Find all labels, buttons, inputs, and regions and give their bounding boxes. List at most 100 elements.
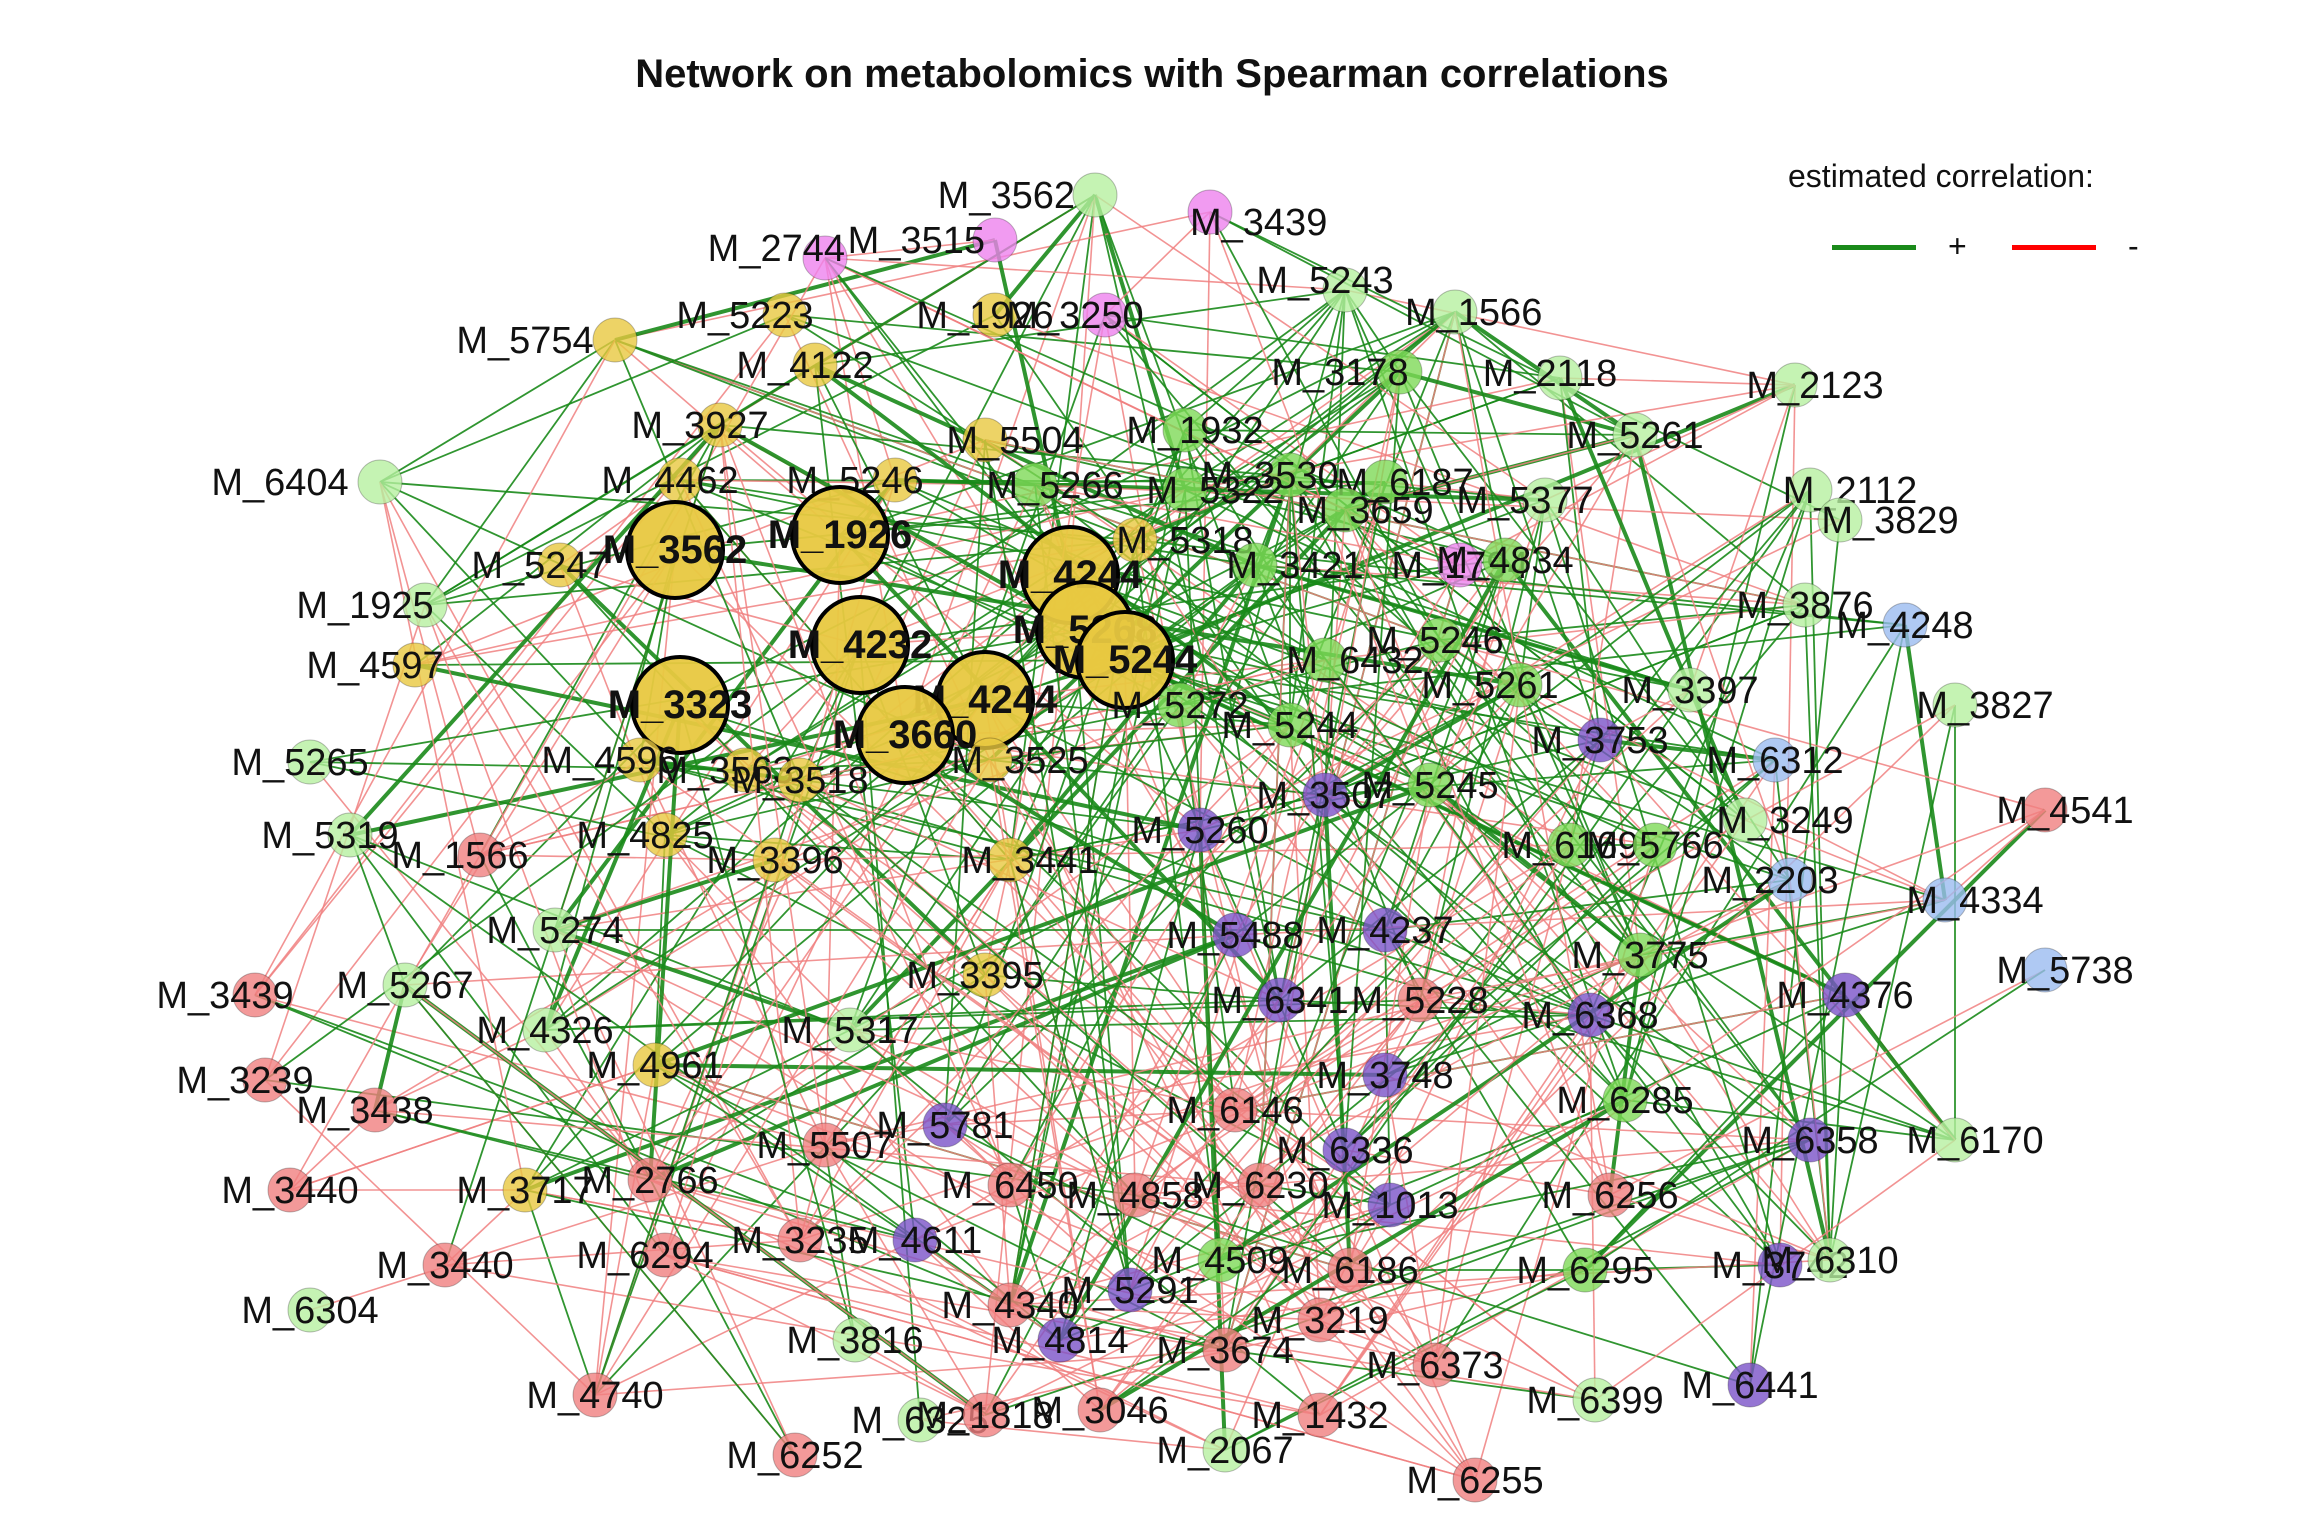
negative-edge: [414, 489, 1186, 666]
node-circle: [827, 1007, 873, 1053]
node-label: M_6252: [726, 1435, 863, 1477]
negative-edge: [649, 724, 1291, 1181]
negative-edge: [1319, 759, 1776, 1416]
negative-edge: [664, 834, 1011, 1306]
node-label: M_6368: [1521, 995, 1658, 1037]
negative-edge: [914, 1239, 1061, 1341]
positive-edge: [679, 311, 1456, 706]
node-circle: [962, 952, 1008, 998]
negative-edge: [1344, 289, 1796, 386]
negative-edge: [404, 549, 676, 986]
node-circle: [1632, 822, 1678, 868]
negative-edge: [679, 704, 1321, 1321]
node-label: M_5228: [1351, 980, 1488, 1022]
negative-edge: [839, 377, 1561, 536]
node-circle: [1882, 602, 1928, 648]
node-circle: [287, 739, 333, 785]
negative-edge: [1944, 809, 2046, 901]
node-label: M_5377: [1456, 480, 1593, 522]
node-m-3250: M_3250: [1006, 292, 1144, 338]
node-m-6294: M_6294: [576, 1232, 714, 1278]
node-label: M_4509: [1151, 1240, 1288, 1282]
node-m-3235: M_3235: [731, 1217, 869, 1263]
node-m-4122: M_4122: [736, 342, 874, 388]
node-label: M_5504: [946, 420, 1083, 462]
negative-edge: [799, 859, 1011, 1241]
positive-edge: [1124, 659, 1776, 761]
negative-edge: [1609, 969, 2046, 1196]
node-circle: [1432, 289, 1478, 335]
positive-edge: [374, 1109, 651, 1181]
positive-edge: [1384, 879, 1791, 931]
node-m-3717: M_3717: [456, 1167, 594, 1213]
positive-edge: [1429, 784, 1956, 1141]
node-circle: [1177, 807, 1223, 853]
positive-edge: [1008, 474, 1292, 1306]
node-m-3395: M_3395: [906, 952, 1044, 998]
node-label: M_4326: [476, 1010, 613, 1052]
node-circle: [802, 235, 848, 281]
positive-edge: [1124, 659, 1846, 996]
negative-edge: [649, 1179, 1226, 1351]
node-circle: [752, 837, 798, 883]
node-label: M_5245: [1361, 765, 1498, 807]
node-label: M_4248: [1836, 605, 1973, 647]
node-circle: [777, 1217, 823, 1263]
positive-edge: [424, 194, 1096, 606]
node-m-5319: M_5319: [261, 812, 399, 858]
node-label: M_5318: [1116, 520, 1253, 562]
node-m-3660: M_3660: [833, 685, 977, 785]
negative-edge: [1634, 434, 1791, 881]
negative-edge: [1569, 434, 1636, 846]
node-label: M_5244: [1221, 705, 1358, 747]
node-label: M_5223: [676, 295, 813, 337]
positive-edge: [679, 704, 856, 1341]
node-label: M_5766: [1586, 825, 1723, 867]
negative-edge: [1459, 384, 1796, 566]
node-circle: [592, 317, 638, 363]
node-circle: [1782, 582, 1828, 628]
negative-edge: [719, 424, 1201, 831]
node-label: M_3396: [706, 840, 843, 882]
node-label: M_6295: [1516, 1250, 1653, 1292]
node-label: M_6186: [1281, 1250, 1418, 1292]
node-label: M_5781: [876, 1105, 1013, 1147]
node-circle: [1612, 412, 1658, 458]
node-circle: [962, 1392, 1008, 1438]
positive-edge: [984, 439, 1131, 1291]
node-label: M_4232: [788, 623, 933, 667]
node-m-4248: M_4248: [1836, 602, 1974, 648]
node-circle: [1922, 877, 1968, 923]
node-circle: [1807, 1237, 1853, 1283]
node-m-1818: M_1818: [916, 1392, 1054, 1438]
node-label: M_4237: [1316, 910, 1453, 952]
node-label: M_5738: [1996, 950, 2133, 992]
positive-edge: [1829, 704, 1956, 1261]
node-m-6304: M_6304: [241, 1287, 379, 1333]
node-m-6255: M_6255: [1406, 1457, 1544, 1503]
node-label: M_2067: [1156, 1430, 1293, 1472]
node-label: M_3748: [1316, 1055, 1453, 1097]
node-circle: [1417, 617, 1463, 663]
node-circle: [1572, 1377, 1618, 1423]
node-m-5266: M_5266: [986, 462, 1124, 508]
node-label: M_5266: [986, 465, 1123, 507]
node-label: M_5322: [1146, 470, 1283, 512]
node-m-5488: M_5488: [1166, 912, 1304, 958]
node-m-4334: M_4334: [1906, 877, 2044, 923]
positive-edge: [1218, 878, 1792, 1262]
node-m-4541: M_4541: [1996, 787, 2134, 833]
positive-edge: [424, 604, 666, 836]
positive-edge: [1224, 1269, 1586, 1451]
node-label: M_3046: [1031, 1390, 1168, 1432]
node-circle: [642, 1232, 688, 1278]
negative-edge: [1559, 377, 1796, 386]
node-m-6373: M_6373: [1366, 1342, 1504, 1388]
node-circle: [1212, 912, 1258, 958]
node-circle: [457, 832, 503, 878]
node-label: M_5265: [231, 742, 368, 784]
node-label: M_6358: [1741, 1120, 1878, 1162]
negative-edge: [664, 1254, 1476, 1481]
node-label: M_4541: [1996, 790, 2133, 832]
positive-edge: [984, 974, 1281, 1001]
